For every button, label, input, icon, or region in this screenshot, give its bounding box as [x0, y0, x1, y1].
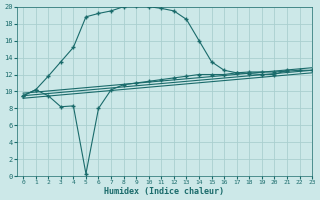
X-axis label: Humidex (Indice chaleur): Humidex (Indice chaleur)	[104, 187, 224, 196]
